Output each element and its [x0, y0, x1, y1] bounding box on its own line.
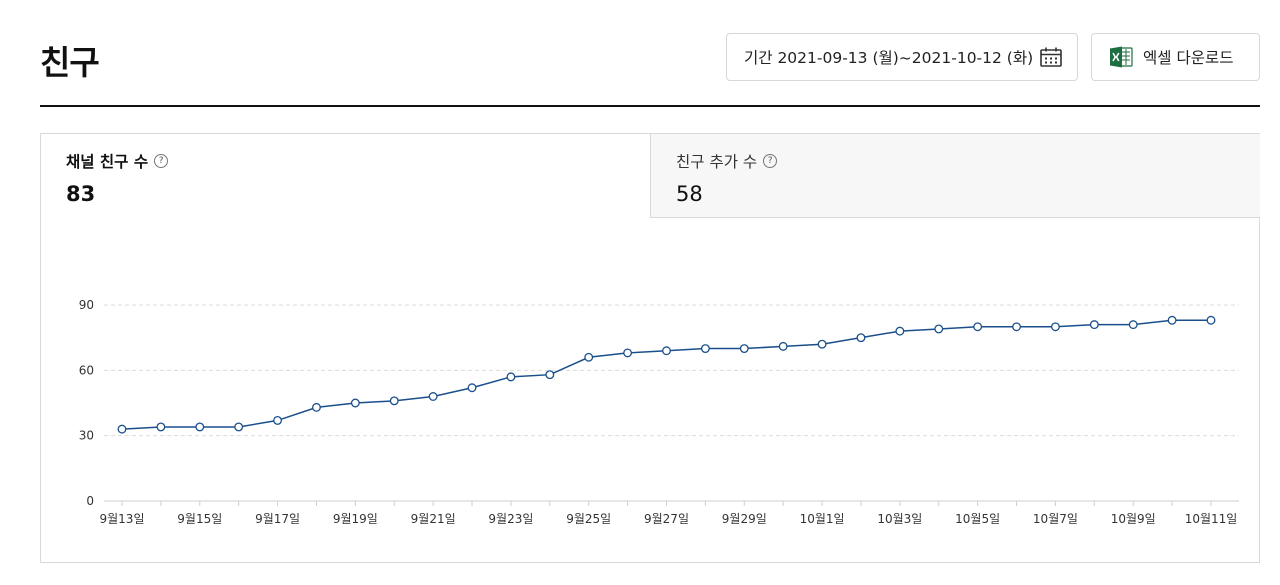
data-point	[389, 396, 399, 406]
data-point	[1012, 322, 1021, 332]
x-tick-label: 9월23일	[488, 512, 533, 526]
x-tick-label: 9월17일	[255, 512, 300, 526]
tab-label: 채널 친구 수 ?	[66, 150, 650, 172]
x-tick-label: 9월21일	[411, 512, 456, 526]
y-tick-label: 90	[79, 298, 94, 312]
data-point	[428, 392, 438, 401]
page-title: 친구	[40, 43, 100, 82]
data-point	[156, 422, 166, 432]
data-point	[934, 324, 944, 334]
x-tick-label: 9월25일	[566, 512, 611, 526]
data-point	[312, 402, 321, 412]
y-tick-label: 30	[79, 429, 94, 443]
data-point	[273, 415, 283, 425]
calendar-icon	[1040, 47, 1062, 67]
series-line	[121, 319, 1211, 430]
x-tick-label: 10월11일	[1185, 512, 1238, 526]
x-tick-label: 9월13일	[100, 512, 145, 526]
data-point	[1206, 315, 1216, 325]
tab-channel-friends-label: 채널 친구 수	[66, 153, 149, 171]
data-point	[545, 370, 555, 380]
x-tick-label: 10월1일	[800, 512, 845, 526]
tab-friends-added-label: 친구 추가 수	[676, 153, 758, 171]
data-point	[973, 322, 983, 332]
x-tick-label: 9월27일	[644, 512, 689, 526]
x-tick-label: 9월29일	[722, 512, 767, 526]
x-tick-label: 10월3일	[877, 512, 922, 526]
tab-channel-friends[interactable]: 채널 친구 수 ? 83	[41, 134, 650, 218]
friends-line-chart: 0 30 60 90 9월13일 9월15일 9월17일 9월19일 9월21일 9월23일 9월2…	[79, 298, 1239, 526]
data-point	[856, 333, 866, 343]
data-point	[195, 422, 205, 432]
y-tick-label: 60	[79, 363, 94, 377]
period-label: 기간 2021-09-13 (월)~2021-10-12 (화)	[744, 49, 1034, 67]
x-tick-label: 10월7일	[1033, 512, 1078, 526]
data-point	[739, 344, 749, 354]
period-selector-button[interactable]: 기간 2021-09-13 (월)~2021-10-12 (화)	[726, 33, 1078, 81]
excel-icon	[1109, 45, 1133, 69]
data-point	[1167, 315, 1177, 325]
data-point	[778, 341, 788, 351]
data-point	[700, 344, 710, 354]
data-point	[350, 398, 360, 408]
data-point	[895, 326, 905, 336]
excel-download-button[interactable]: 엑셀 다운로드	[1091, 33, 1260, 81]
data-point	[584, 352, 594, 362]
tab-friends-added[interactable]: 친구 추가 수 ? 58	[650, 134, 1260, 218]
data-point	[1089, 320, 1099, 330]
x-tick-label: 10월5일	[955, 512, 1000, 526]
friends-stats-card: 채널 친구 수 ? 83 친구 추가 수 ? 58 0 30 60 90 9월13일 9월…	[40, 133, 1260, 563]
tab-label: 친구 추가 수 ?	[676, 150, 1260, 172]
x-tick-label: 10월9일	[1111, 512, 1156, 526]
data-point	[817, 339, 827, 349]
help-icon[interactable]: ?	[763, 154, 778, 168]
help-icon[interactable]: ?	[154, 154, 169, 168]
x-tick-label: 9월15일	[177, 512, 222, 526]
y-tick-label: 0	[86, 494, 94, 508]
data-point	[1128, 320, 1138, 330]
data-point	[467, 383, 477, 393]
data-point	[117, 424, 127, 434]
data-point	[1050, 322, 1060, 332]
channel-friends-value: 83	[66, 182, 96, 206]
excel-download-label: 엑셀 다운로드	[1143, 49, 1234, 67]
header-divider	[40, 105, 1260, 107]
data-point	[234, 422, 244, 432]
data-point	[662, 346, 671, 356]
data-point	[623, 348, 633, 358]
friends-added-value: 58	[676, 182, 703, 206]
x-tick-label: 9월19일	[333, 512, 378, 526]
data-point	[506, 372, 516, 382]
